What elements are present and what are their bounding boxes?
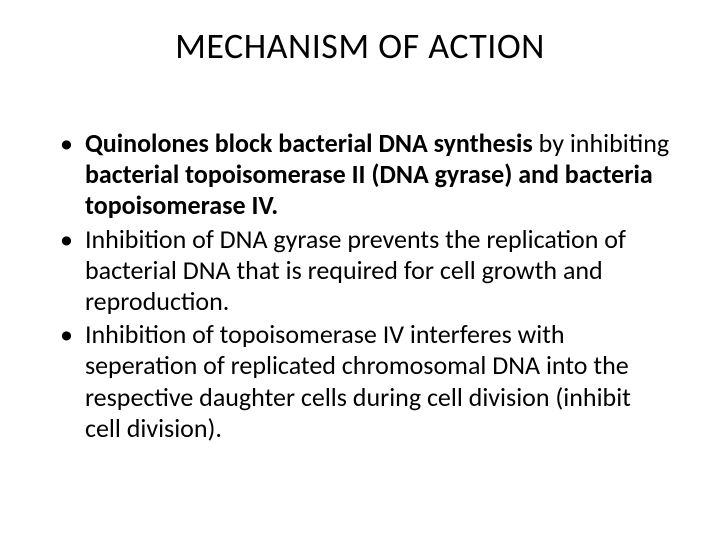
bullet-item-3: • Inhibition of topoisomerase IV interfe… (60, 319, 670, 444)
bullet-text-2: Inhibition of DNA gyrase prevents the re… (85, 224, 670, 318)
bullet-marker-icon: • (60, 128, 73, 159)
bullet-item-2: • Inhibition of DNA gyrase prevents the … (60, 224, 670, 318)
bullet-item-1: • Quinolones block bacterial DNA synthes… (60, 128, 670, 222)
slide-title: MECHANISM OF ACTION (50, 24, 670, 68)
bullet-text-1: Quinolones block bacterial DNA synthesis… (85, 128, 670, 222)
bullet-1-bold-1: Quinolones block bacterial DNA synthesis (85, 127, 533, 159)
bullet-1-bold-2: bacterial topoisomerase II (DNA gyrase) … (85, 158, 653, 221)
bullet-1-plain: by inhibiting (533, 127, 669, 159)
bullet-marker-icon: • (60, 319, 73, 350)
bullet-marker-icon: • (60, 224, 73, 255)
slide-container: MECHANISM OF ACTION • Quinolones block b… (0, 0, 720, 540)
bullet-text-3: Inhibition of topoisomerase IV interfere… (85, 319, 670, 444)
bullet-list: • Quinolones block bacterial DNA synthes… (50, 128, 670, 444)
